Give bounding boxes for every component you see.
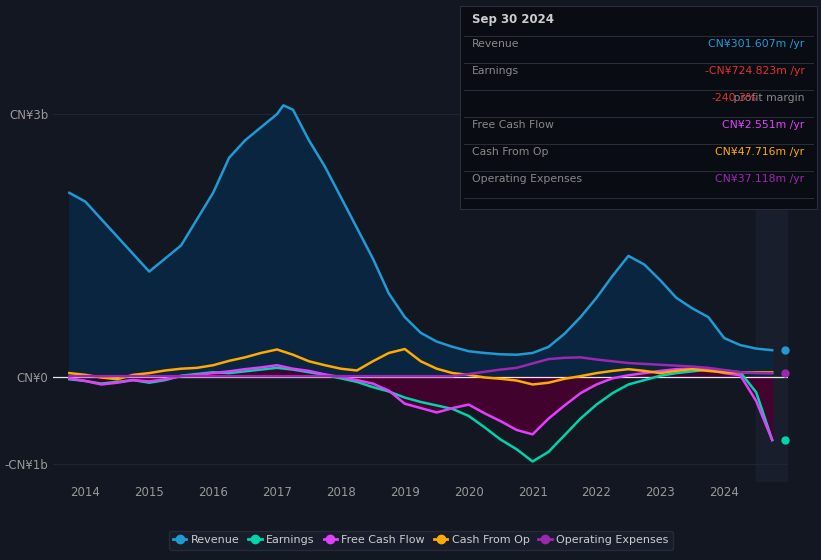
Text: Earnings: Earnings bbox=[472, 66, 519, 76]
Text: Revenue: Revenue bbox=[472, 39, 520, 49]
Text: Cash From Op: Cash From Op bbox=[472, 147, 548, 157]
Text: -240.3%: -240.3% bbox=[711, 93, 756, 103]
Text: CN¥47.716m /yr: CN¥47.716m /yr bbox=[715, 147, 805, 157]
Legend: Revenue, Earnings, Free Cash Flow, Cash From Op, Operating Expenses: Revenue, Earnings, Free Cash Flow, Cash … bbox=[168, 531, 673, 549]
Text: Sep 30 2024: Sep 30 2024 bbox=[472, 13, 554, 26]
Text: CN¥2.551m /yr: CN¥2.551m /yr bbox=[722, 120, 805, 130]
Text: profit margin: profit margin bbox=[730, 93, 805, 103]
Text: Free Cash Flow: Free Cash Flow bbox=[472, 120, 554, 130]
Text: CN¥37.118m /yr: CN¥37.118m /yr bbox=[715, 174, 805, 184]
Text: Operating Expenses: Operating Expenses bbox=[472, 174, 582, 184]
Bar bbox=[756, 62, 788, 482]
Text: CN¥301.607m /yr: CN¥301.607m /yr bbox=[709, 39, 805, 49]
Text: -CN¥724.823m /yr: -CN¥724.823m /yr bbox=[704, 66, 805, 76]
